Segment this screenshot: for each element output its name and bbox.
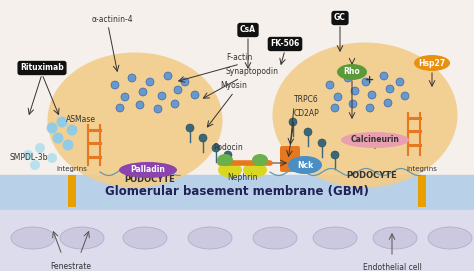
Text: GC: GC	[334, 14, 346, 22]
Circle shape	[35, 143, 45, 153]
Circle shape	[116, 104, 124, 112]
Circle shape	[331, 151, 339, 159]
Circle shape	[111, 81, 119, 89]
Circle shape	[304, 128, 312, 136]
Text: Endothelial cell: Endothelial cell	[363, 263, 421, 271]
Ellipse shape	[313, 227, 357, 249]
Text: Synaptopodin: Synaptopodin	[226, 67, 279, 76]
Text: PODOCYTE: PODOCYTE	[346, 170, 397, 179]
Text: FK-506: FK-506	[270, 40, 300, 49]
Text: PODOCYTE: PODOCYTE	[125, 176, 175, 185]
Circle shape	[380, 72, 388, 80]
Circle shape	[128, 74, 136, 82]
FancyBboxPatch shape	[418, 175, 426, 207]
Ellipse shape	[273, 43, 457, 188]
Text: CD2AP: CD2AP	[294, 109, 320, 118]
Circle shape	[46, 122, 57, 134]
Ellipse shape	[253, 227, 297, 249]
Circle shape	[181, 78, 189, 86]
Circle shape	[191, 91, 199, 99]
Circle shape	[174, 86, 182, 94]
Circle shape	[344, 74, 352, 82]
Circle shape	[212, 144, 220, 152]
Ellipse shape	[47, 53, 222, 188]
Circle shape	[53, 133, 64, 144]
Circle shape	[351, 87, 359, 95]
Text: Integrins: Integrins	[56, 166, 87, 172]
Text: Palladin: Palladin	[130, 166, 165, 175]
Circle shape	[326, 81, 334, 89]
Circle shape	[164, 72, 172, 80]
Circle shape	[158, 92, 166, 100]
Text: Nck: Nck	[297, 160, 313, 169]
Text: Glomerular basement membrane (GBM): Glomerular basement membrane (GBM)	[105, 186, 369, 198]
Text: F-actin: F-actin	[226, 53, 252, 63]
Circle shape	[366, 104, 374, 112]
Circle shape	[146, 78, 154, 86]
Text: TRPC6: TRPC6	[294, 95, 319, 105]
Circle shape	[139, 88, 147, 96]
Text: Rho: Rho	[344, 67, 360, 76]
Ellipse shape	[123, 227, 167, 249]
Text: Integrins: Integrins	[407, 166, 438, 172]
Text: Rituximab: Rituximab	[20, 63, 64, 73]
Text: Nephrin: Nephrin	[227, 173, 257, 182]
Circle shape	[121, 93, 129, 101]
Circle shape	[384, 99, 392, 107]
Circle shape	[362, 78, 370, 86]
FancyBboxPatch shape	[280, 146, 300, 172]
Ellipse shape	[337, 64, 367, 80]
Circle shape	[199, 134, 207, 142]
Ellipse shape	[188, 227, 232, 249]
Circle shape	[30, 160, 40, 170]
Circle shape	[154, 105, 162, 113]
Circle shape	[224, 151, 232, 159]
Text: +: +	[365, 75, 374, 85]
Ellipse shape	[341, 132, 409, 148]
Circle shape	[289, 118, 297, 126]
Circle shape	[136, 101, 144, 109]
FancyBboxPatch shape	[68, 175, 76, 207]
Text: Fenestrate: Fenestrate	[51, 262, 91, 271]
Circle shape	[349, 100, 357, 108]
Circle shape	[396, 78, 404, 86]
Text: Podocin: Podocin	[213, 144, 243, 153]
Ellipse shape	[119, 162, 177, 178]
Circle shape	[386, 85, 394, 93]
Circle shape	[401, 92, 409, 100]
Circle shape	[331, 104, 339, 112]
Circle shape	[186, 124, 194, 132]
Ellipse shape	[243, 163, 267, 178]
Ellipse shape	[288, 156, 322, 174]
Ellipse shape	[428, 227, 472, 249]
Circle shape	[318, 139, 326, 147]
Text: Myosin: Myosin	[220, 82, 247, 91]
Circle shape	[368, 91, 376, 99]
Circle shape	[56, 117, 67, 127]
Circle shape	[47, 153, 57, 163]
Ellipse shape	[60, 227, 104, 249]
Ellipse shape	[218, 163, 242, 178]
Circle shape	[23, 150, 33, 160]
Circle shape	[171, 100, 179, 108]
Text: Calcineurin: Calcineurin	[351, 136, 400, 144]
Circle shape	[63, 140, 73, 150]
Circle shape	[334, 93, 342, 101]
Text: CsA: CsA	[240, 25, 256, 34]
Ellipse shape	[373, 227, 417, 249]
Text: Hsp27: Hsp27	[419, 59, 446, 67]
Ellipse shape	[217, 154, 233, 166]
Ellipse shape	[414, 55, 450, 71]
Text: α-actinin-4: α-actinin-4	[92, 15, 134, 24]
Ellipse shape	[11, 227, 55, 249]
Text: ASMase: ASMase	[66, 115, 96, 124]
Ellipse shape	[252, 154, 268, 166]
Text: SMPDL-3b: SMPDL-3b	[10, 153, 48, 163]
Circle shape	[66, 124, 78, 136]
